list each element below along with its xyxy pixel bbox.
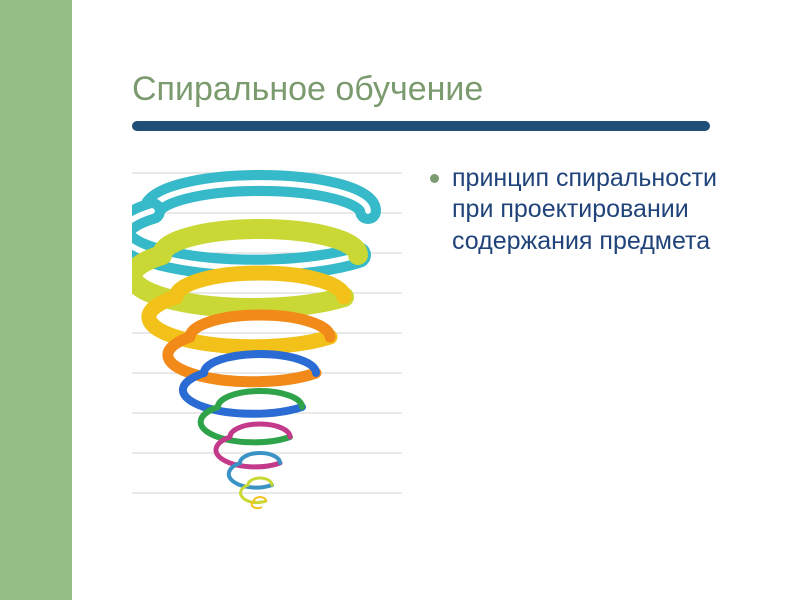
slide-title: Спиральное обучение [132, 70, 760, 109]
content-row: принцип спиральности при проектировании … [132, 159, 760, 519]
spiral-illustration [132, 159, 402, 519]
spiral-svg [132, 159, 402, 519]
title-underline [132, 121, 710, 131]
slide-body: Спиральное обучение принцип спиральности… [72, 0, 800, 600]
bullet-text: принцип спиральности при проектировании … [452, 164, 717, 255]
bullet-item: принцип спиральности при проектировании … [430, 163, 760, 257]
title-block: Спиральное обучение [132, 70, 760, 131]
bullet-list: принцип спиральности при проектировании … [430, 159, 760, 257]
left-accent-band [0, 0, 72, 600]
